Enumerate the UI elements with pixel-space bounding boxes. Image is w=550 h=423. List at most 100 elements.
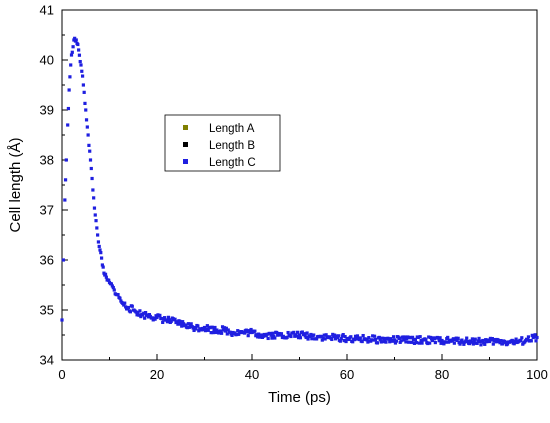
data-point-interp (330, 337, 334, 342)
data-point-interp (135, 313, 139, 317)
data-point-interp (249, 327, 253, 332)
data-point-interp (473, 337, 477, 341)
data-point-interp (464, 339, 468, 343)
data-point-interp (323, 337, 327, 341)
data-point-interp (306, 337, 310, 341)
data-point (354, 337, 359, 341)
data-point-interp (101, 265, 105, 269)
data-point-interp (475, 341, 479, 345)
data-point-interp (220, 331, 224, 335)
data-point-interp (472, 339, 476, 344)
data-point-interp (520, 336, 524, 340)
data-point-interp (230, 333, 234, 337)
data-point-interp (153, 317, 157, 321)
data-point-interp (99, 251, 103, 255)
data-point (297, 333, 302, 337)
data-point-interp (266, 336, 270, 341)
data-point-interp (418, 335, 422, 339)
y-tick-label: 34 (40, 353, 54, 368)
data-point-interp (379, 340, 383, 344)
data-point-interp (255, 333, 259, 337)
data-point (535, 335, 539, 340)
data-point (93, 213, 97, 217)
data-point-interp (179, 322, 183, 326)
data-point-interp (80, 74, 85, 78)
data-point-interp (413, 337, 417, 341)
data-point-interp (246, 334, 250, 338)
data-point (126, 305, 131, 310)
data-point-interp (349, 335, 353, 339)
data-point-interp (215, 328, 219, 332)
x-tick-label: 80 (435, 367, 449, 382)
data-point-interp (479, 343, 483, 347)
data-point (164, 318, 169, 322)
data-point-interp (275, 330, 279, 335)
data-point-interp (378, 338, 382, 342)
y-axis: 34 35 36 37 38 39 40 41 (40, 3, 68, 368)
data-point-interp (320, 338, 324, 342)
data-point-interp (124, 305, 128, 309)
data-point-interp (84, 118, 89, 122)
data-point-interp (165, 320, 170, 324)
data-point-interp (219, 329, 223, 333)
data-point-interp (178, 319, 182, 323)
data-point (84, 108, 88, 112)
data-point (392, 338, 397, 342)
data-point-interp (236, 329, 240, 333)
data-point-interp (279, 332, 284, 336)
data-point-interp (167, 318, 171, 322)
data-point-interp (462, 342, 466, 346)
y-tick-label: 39 (40, 103, 54, 118)
legend-marker (183, 125, 188, 130)
data-point-interp (94, 219, 98, 223)
data-point-interp (150, 316, 154, 320)
x-axis-title: Time (ps) (268, 389, 331, 406)
data-point-interp (107, 278, 111, 282)
x-tick-label: 0 (58, 367, 65, 382)
data-point (91, 188, 95, 192)
data-point-interp (401, 335, 405, 339)
data-point-interp (324, 333, 328, 337)
data-point-interp (191, 326, 195, 330)
data-point-interp (419, 338, 423, 343)
data-point-interp (147, 313, 151, 317)
data-point-interp (209, 331, 213, 335)
data-point-interp (469, 340, 474, 344)
data-point-interp (341, 333, 345, 337)
data-point (61, 258, 66, 262)
data-point-interp (270, 336, 274, 340)
data-point-interp (404, 340, 408, 344)
data-point-interp (514, 337, 518, 341)
data-point-interp (118, 296, 122, 300)
data-point-interp (371, 334, 375, 338)
data-point-interp (186, 322, 190, 326)
data-point-interp (272, 334, 276, 338)
x-tick-label: 60 (340, 367, 354, 382)
data-point-interp (213, 325, 217, 330)
data-point-interp (427, 335, 431, 339)
data-point-interp (410, 340, 414, 344)
data-point-interp (160, 317, 164, 321)
data-point-interp (166, 315, 170, 319)
data-point-interp (406, 335, 410, 339)
data-point-interp (355, 334, 360, 338)
data-point-interp (233, 331, 237, 335)
data-point-interp (142, 311, 146, 315)
data-point-interp (80, 69, 84, 73)
data-point-interp (483, 342, 487, 346)
data-point-interp (244, 328, 248, 332)
data-point-interp (530, 333, 534, 337)
data-point-interp (296, 336, 301, 340)
y-axis-title: Cell length (Å) (7, 137, 24, 232)
data-point-interp (420, 341, 424, 345)
data-point-interp (481, 338, 485, 343)
data-point-interp (470, 337, 474, 341)
data-point-interp (205, 324, 209, 328)
data-point-interp (103, 272, 108, 276)
data-point-interp (302, 332, 306, 336)
data-point-interp (465, 336, 469, 340)
data-point (88, 158, 93, 162)
data-point-interp (128, 310, 132, 314)
data-point-interp (226, 328, 230, 332)
data-point-interp (452, 341, 456, 345)
